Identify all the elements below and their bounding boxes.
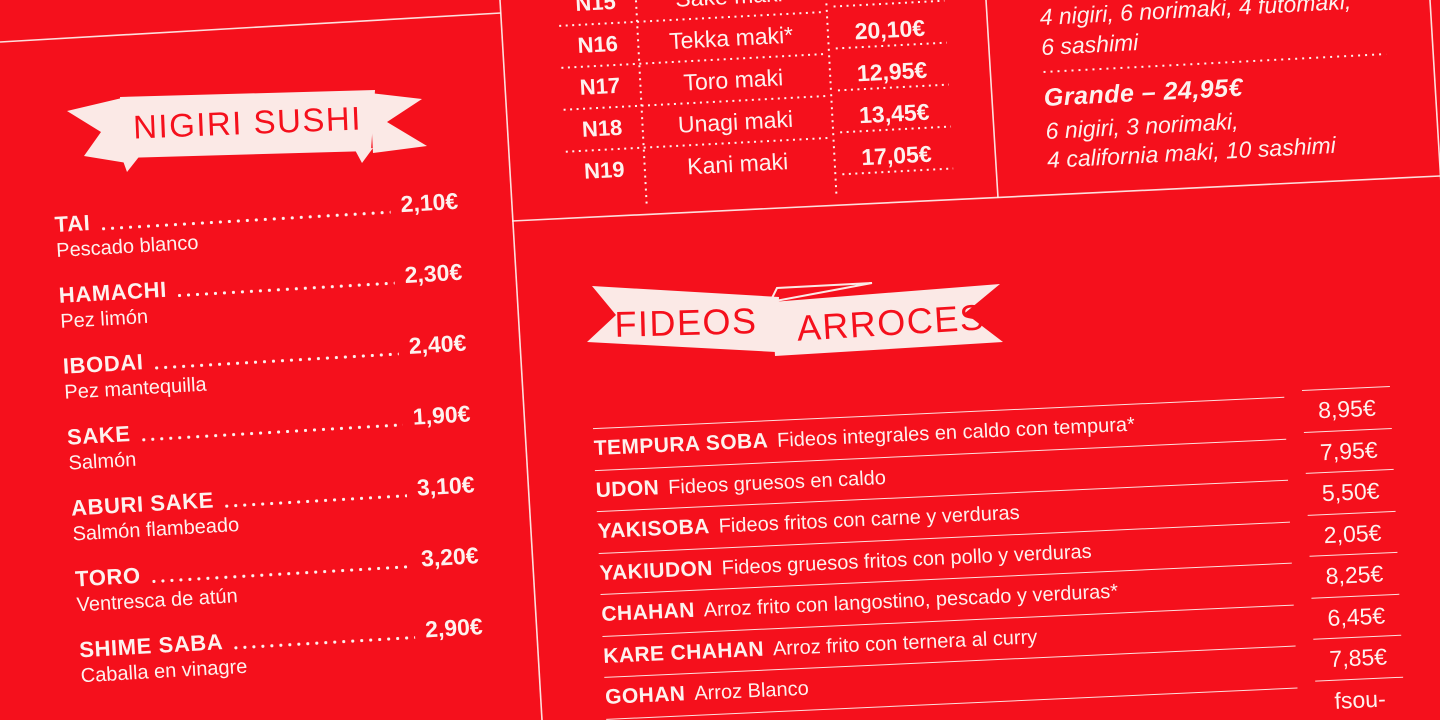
item-price: 17,05€ xyxy=(831,131,961,180)
item-price: 13,45€ xyxy=(829,89,959,138)
item-price: 2,90€ xyxy=(424,613,484,643)
item-name: Tekka maki* xyxy=(668,21,794,54)
middle-right-card-divider xyxy=(985,0,999,199)
item-price: 2,40€ xyxy=(408,329,467,359)
item-name: SAKE xyxy=(66,421,132,450)
fideos-ribbon-fold xyxy=(768,282,873,304)
item-name: UDON xyxy=(595,475,660,502)
item-price: 1,90€ xyxy=(412,400,472,430)
item-name: TAI xyxy=(54,210,92,238)
item-name: IBODAI xyxy=(62,349,145,379)
item-description: Fideos gruesos en caldo xyxy=(667,466,887,499)
item-price: 12,95€ xyxy=(827,47,957,96)
item-price: 3,20€ xyxy=(420,542,480,572)
menu-item: SAKE 1,90€ Salmón xyxy=(50,400,472,477)
item-price: 6,45€ xyxy=(1311,593,1402,639)
item-code: N18 xyxy=(581,114,623,142)
item-code: N15 xyxy=(574,0,617,16)
item-price: 2,30€ xyxy=(403,258,463,288)
menu-item: IBODAI 2,40€ Pez mantequilla xyxy=(46,330,468,407)
item-name: TEMPURA SOBA xyxy=(593,429,769,461)
item-name: YAKIUDON xyxy=(599,556,714,585)
item-name: Toro maki xyxy=(682,63,784,95)
item-price: 2,05€ xyxy=(1307,510,1398,556)
maki-table-rows: N15 Sake maki N16 Tekka maki* N17 Toro m… xyxy=(556,0,834,194)
item-code: N16 xyxy=(576,30,619,58)
item-description: Fideos integrales en caldo con tempura* xyxy=(776,413,1136,452)
item-code: N17 xyxy=(579,72,621,100)
item-price: 7,85€ xyxy=(1313,634,1404,681)
item-name: TORO xyxy=(74,562,142,592)
item-price: 5,50€ xyxy=(1305,468,1396,515)
combo-menu: 4 nigiri, 6 norimaki, 4 futomaki, 6 sash… xyxy=(1022,0,1440,176)
menu-item: TORO 3,20€ Ventresca de atún xyxy=(58,542,480,619)
item-price: 3,10€ xyxy=(416,471,476,501)
item-price: 20,10€ xyxy=(825,5,955,54)
left-card-top-border xyxy=(0,12,502,43)
nigiri-ribbon-right-flag xyxy=(370,93,427,153)
item-name: Kani maki xyxy=(686,147,789,179)
nigiri-ribbon-right-fold xyxy=(355,148,373,163)
nigiri-section-title: NIGIRI SUSHI xyxy=(132,99,363,146)
item-price: 7,95€ xyxy=(1303,427,1394,473)
nigiri-ribbon-left-flag xyxy=(67,98,127,163)
fideos-price-column: 8,95€ 7,95€ 5,50€ 2,05€ 8,25€ 6,45€ 7,85… xyxy=(1301,385,1405,720)
item-price: 8,95€ xyxy=(1301,385,1392,432)
menu-item: ABURI SAKE 3,10€ Salmón flambeado xyxy=(54,471,476,548)
item-name: CHAHAN xyxy=(600,598,696,626)
item-name: YAKISOBA xyxy=(597,515,711,544)
fideos-section-title: FIDEOS xyxy=(613,300,758,345)
item-description: Arroz frito con ternera al curry xyxy=(772,625,1038,660)
fideos-arroces-list: TEMPURA SOBA Fideos integrales en caldo c… xyxy=(575,385,1420,720)
item-price: 2,10€ xyxy=(399,187,459,218)
left-card-right-border xyxy=(499,0,543,720)
menu-item: TAI 2,10€ Pescado blanco xyxy=(38,188,460,265)
maki-table-price-column: 20,10€ 12,95€ 13,45€ 17,05€ xyxy=(823,0,962,180)
item-name: GOHAN xyxy=(604,682,686,709)
item-name: Unagi maki xyxy=(677,105,794,138)
item-description: Fideos fritos con carne y verduras xyxy=(718,501,1021,538)
nigiri-item-list: TAI 2,10€ Pescado blanco HAMACHI 2,30€ P… xyxy=(38,188,486,708)
item-price: 8,25€ xyxy=(1309,551,1400,598)
item-price: fsou- xyxy=(1315,676,1405,720)
arroces-section-title: ARROCES xyxy=(795,296,987,349)
menu-item: HAMACHI 2,30€ Pez limón xyxy=(42,259,464,336)
item-code: N19 xyxy=(583,156,626,184)
menu-item: SHIME SABA 2,90€ Caballa en vinagre xyxy=(63,613,485,690)
item-description: Fideos gruesos fritos con pollo y verdur… xyxy=(721,540,1093,579)
fideos-item-rows: TEMPURA SOBA Fideos integrales en caldo c… xyxy=(592,396,1300,720)
item-description: Arroz Blanco xyxy=(693,677,810,705)
maki-price-table: N15 Sake maki N16 Tekka maki* N17 Toro m… xyxy=(556,0,963,219)
item-name: KARE CHAHAN xyxy=(602,637,765,668)
